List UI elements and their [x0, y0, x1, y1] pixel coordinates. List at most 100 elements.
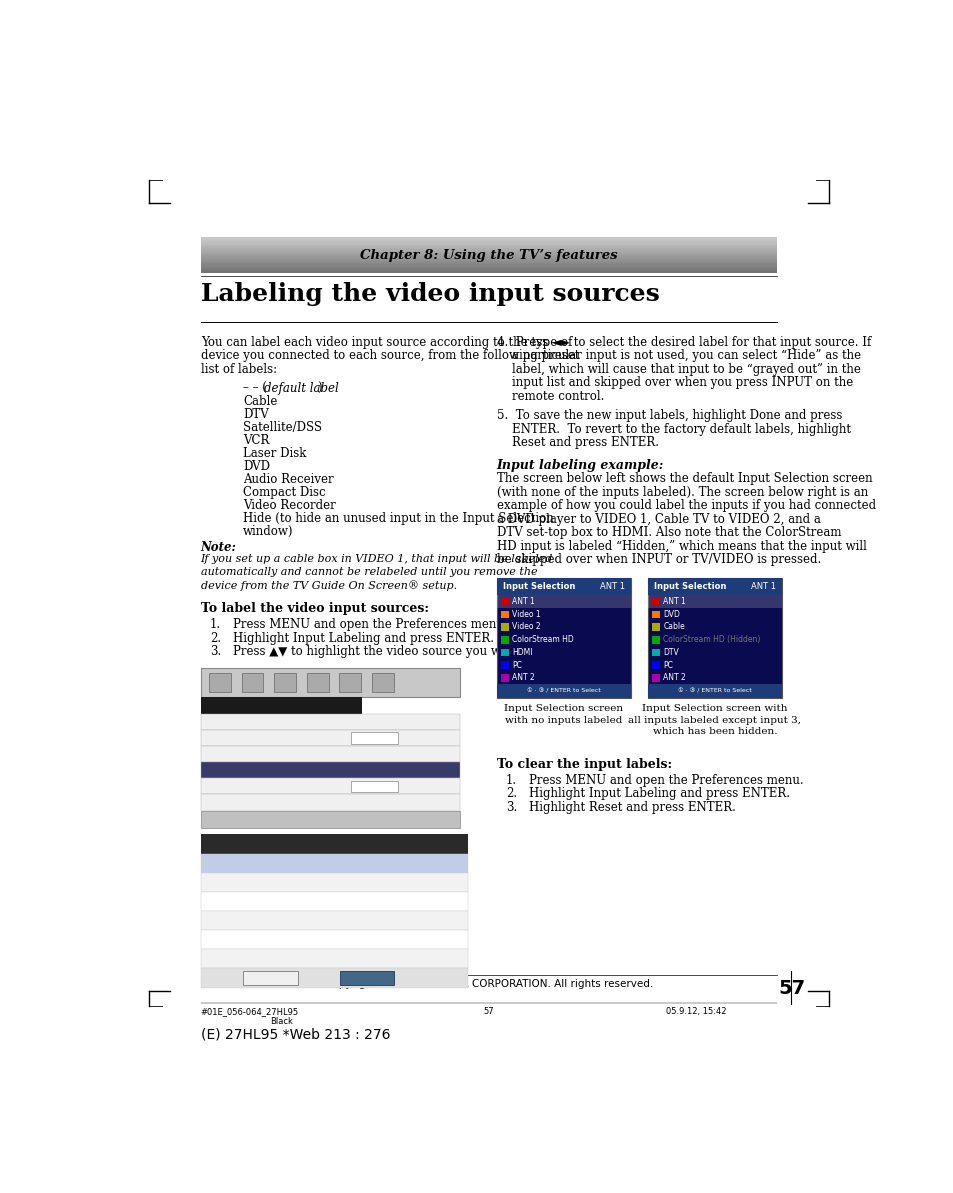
- Bar: [497, 579, 630, 595]
- Text: 1.: 1.: [210, 618, 221, 631]
- Text: Video 1: Video 1: [512, 610, 540, 619]
- Bar: [200, 762, 459, 778]
- Bar: [500, 623, 509, 631]
- Bar: [500, 611, 509, 618]
- Text: Closed Caption Mode: Closed Caption Mode: [210, 733, 313, 743]
- Text: 1.: 1.: [505, 774, 517, 787]
- Text: Input Selection: Input Selection: [502, 582, 575, 592]
- Text: Closed Caption Advanced: Closed Caption Advanced: [210, 749, 335, 759]
- Text: automatically and cannot be relabeled until you remove the: automatically and cannot be relabeled un…: [200, 567, 537, 577]
- Bar: [200, 264, 777, 266]
- Bar: [652, 623, 659, 631]
- Text: Copyright © 2005 TOSHIBA CORPORATION. All rights reserved.: Copyright © 2005 TOSHIBA CORPORATION. Al…: [324, 978, 653, 989]
- Text: Reset: Reset: [255, 973, 285, 983]
- Text: To label the video input sources:: To label the video input sources:: [200, 602, 428, 616]
- Bar: [200, 251, 777, 253]
- Bar: [500, 661, 509, 669]
- Text: To clear the input labels:: To clear the input labels:: [497, 758, 671, 771]
- Bar: [200, 260, 777, 262]
- Text: 57: 57: [483, 1007, 494, 1016]
- Text: 05.9.12, 15:42: 05.9.12, 15:42: [665, 1007, 725, 1016]
- Bar: [200, 267, 777, 270]
- Text: DTV: DTV: [243, 408, 269, 421]
- Bar: [647, 595, 781, 608]
- Bar: [200, 258, 777, 260]
- Text: ENTER.  To revert to the factory default labels, highlight: ENTER. To revert to the factory default …: [497, 422, 850, 435]
- Bar: [200, 795, 459, 810]
- Text: DVD: DVD: [662, 610, 679, 619]
- Text: Press MENU and open the Preferences menu.: Press MENU and open the Preferences menu…: [529, 774, 803, 787]
- Bar: [200, 245, 777, 246]
- Text: Black: Black: [271, 1018, 293, 1026]
- Bar: [200, 778, 459, 795]
- Bar: [200, 243, 777, 245]
- Text: 5.  To save the new input labels, highlight Done and press: 5. To save the new input labels, highlig…: [497, 409, 841, 422]
- Bar: [200, 834, 468, 854]
- Text: example of how you could label the inputs if you had connected: example of how you could label the input…: [497, 500, 875, 512]
- Bar: [652, 661, 659, 669]
- Text: HDMI: HDMI: [220, 915, 250, 926]
- Text: Input labeling example:: Input labeling example:: [497, 459, 663, 472]
- Bar: [200, 746, 459, 762]
- Text: Reset and press ENTER.: Reset and press ENTER.: [497, 437, 658, 449]
- Bar: [200, 261, 777, 264]
- Bar: [274, 673, 295, 692]
- Text: 2.: 2.: [505, 787, 517, 801]
- Bar: [497, 684, 630, 698]
- Text: English: English: [356, 781, 392, 791]
- Bar: [200, 730, 459, 746]
- Bar: [200, 240, 777, 241]
- Text: PC: PC: [512, 661, 521, 669]
- Bar: [372, 673, 394, 692]
- Bar: [652, 598, 659, 606]
- Text: Audio Receiver: Audio Receiver: [243, 472, 334, 486]
- Bar: [200, 237, 777, 239]
- Bar: [200, 697, 361, 713]
- Text: ColorStream HD: ColorStream HD: [220, 897, 310, 907]
- Bar: [200, 266, 777, 268]
- Text: HD input is labeled “Hidden,” which means that the input will: HD input is labeled “Hidden,” which mean…: [497, 539, 865, 552]
- Bar: [652, 649, 659, 656]
- Bar: [200, 254, 777, 256]
- Text: Chapter 8: Using the TV’s features: Chapter 8: Using the TV’s features: [359, 248, 618, 261]
- Text: Press ▲▼ to highlight the video source you want to label.: Press ▲▼ to highlight the video source y…: [233, 645, 572, 659]
- Text: DTV set-top box to HDMI. Also note that the ColorStream: DTV set-top box to HDMI. Also note that …: [497, 526, 841, 539]
- Text: list of labels:: list of labels:: [200, 363, 276, 376]
- Bar: [307, 673, 328, 692]
- Bar: [200, 252, 777, 254]
- Text: ColorStream HD: ColorStream HD: [512, 635, 574, 644]
- Text: ANT 1: ANT 1: [750, 582, 775, 592]
- Text: Hide (to hide an unused input in the Input Selection: Hide (to hide an unused input in the Inp…: [243, 512, 554, 525]
- Text: ): ): [316, 382, 321, 395]
- Text: – – (: – – (: [243, 382, 267, 395]
- Bar: [209, 673, 231, 692]
- Bar: [200, 242, 777, 243]
- Text: (with none of the inputs labeled). The screen below right is an: (with none of the inputs labeled). The s…: [497, 486, 867, 499]
- Text: Video Recorder: Video Recorder: [243, 499, 335, 512]
- Text: Press MENU and open the Preferences menu.: Press MENU and open the Preferences menu…: [233, 618, 507, 631]
- Text: Highlight Reset and press ENTER.: Highlight Reset and press ENTER.: [529, 801, 736, 814]
- Text: ––: ––: [436, 934, 448, 945]
- Bar: [200, 668, 459, 697]
- Text: Input Selection screen with
all inputs labeled except input 3,
which has been hi: Input Selection screen with all inputs l…: [628, 704, 801, 736]
- Bar: [647, 684, 781, 698]
- Text: Home CH Setup: Home CH Setup: [210, 797, 287, 808]
- Bar: [500, 598, 509, 606]
- Text: VCR: VCR: [243, 434, 270, 447]
- Text: Labeling the video input sources: Labeling the video input sources: [200, 282, 659, 305]
- Text: ⓘNavigate  ⓈSelect  Ⓕⓑ Back  EXIT Exit: ⓘNavigate ⓈSelect Ⓕⓑ Back EXIT Exit: [207, 815, 352, 823]
- Text: ANT 1: ANT 1: [662, 596, 685, 606]
- Text: window): window): [243, 525, 294, 538]
- Bar: [200, 256, 777, 259]
- Bar: [200, 713, 459, 730]
- Bar: [200, 271, 777, 272]
- Bar: [200, 810, 459, 828]
- Bar: [200, 253, 777, 255]
- Text: PC: PC: [220, 934, 234, 945]
- Text: Done: Done: [352, 973, 382, 983]
- Text: ANT 2: ANT 2: [512, 673, 535, 682]
- Bar: [500, 636, 509, 644]
- Bar: [200, 262, 777, 265]
- Bar: [500, 649, 509, 656]
- Bar: [200, 255, 777, 258]
